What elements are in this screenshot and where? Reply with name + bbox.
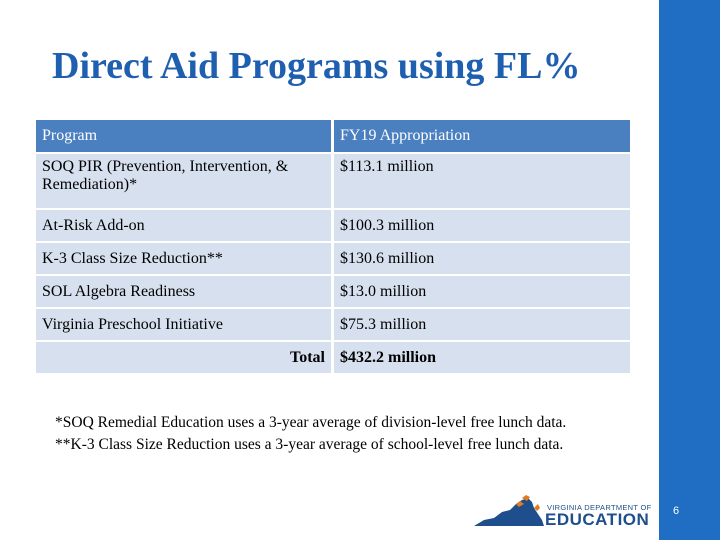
table-row: At-Risk Add-on $100.3 million: [36, 210, 630, 243]
side-bar-divider: [655, 0, 657, 540]
table-row: K-3 Class Size Reduction** $130.6 millio…: [36, 243, 630, 276]
side-accent-bar: [659, 0, 720, 540]
programs-table: Program FY19 Appropriation SOQ PIR (Prev…: [36, 120, 630, 375]
program-amount: $75.3 million: [334, 309, 630, 342]
total-row: Total $432.2 million: [36, 342, 630, 375]
page-number: 6: [672, 505, 680, 517]
footnotes: *SOQ Remedial Education uses a 3-year av…: [55, 412, 585, 455]
total-value: $432.2 million: [334, 342, 630, 375]
program-name: At-Risk Add-on: [36, 210, 334, 243]
program-name: SOL Algebra Readiness: [36, 276, 334, 309]
table-row: Virginia Preschool Initiative $75.3 mill…: [36, 309, 630, 342]
program-amount: $100.3 million: [334, 210, 630, 243]
table-header-row: Program FY19 Appropriation: [36, 120, 630, 154]
vdoe-logo: VIRGINIA DEPARTMENT OF EDUCATION: [472, 494, 652, 530]
table-row: SOQ PIR (Prevention, Intervention, & Rem…: [36, 154, 630, 210]
program-name: Virginia Preschool Initiative: [36, 309, 334, 342]
table-row: SOL Algebra Readiness $13.0 million: [36, 276, 630, 309]
program-name: SOQ PIR (Prevention, Intervention, & Rem…: [36, 154, 334, 210]
program-amount: $130.6 million: [334, 243, 630, 276]
total-label: Total: [36, 342, 334, 375]
slide-title: Direct Aid Programs using FL%: [52, 45, 581, 87]
header-appropriation: FY19 Appropriation: [334, 120, 630, 154]
program-amount: $113.1 million: [334, 154, 630, 210]
footnote-soq: *SOQ Remedial Education uses a 3-year av…: [55, 414, 567, 431]
logo-top-text: VIRGINIA DEPARTMENT OF: [547, 503, 652, 512]
logo-main-text: EDUCATION: [545, 510, 650, 529]
program-name: K-3 Class Size Reduction**: [36, 243, 334, 276]
footnote-k3: **K-3 Class Size Reduction uses a 3-year…: [55, 435, 564, 453]
program-amount: $13.0 million: [334, 276, 630, 309]
virginia-state-icon: [474, 495, 544, 526]
header-program: Program: [36, 120, 334, 154]
